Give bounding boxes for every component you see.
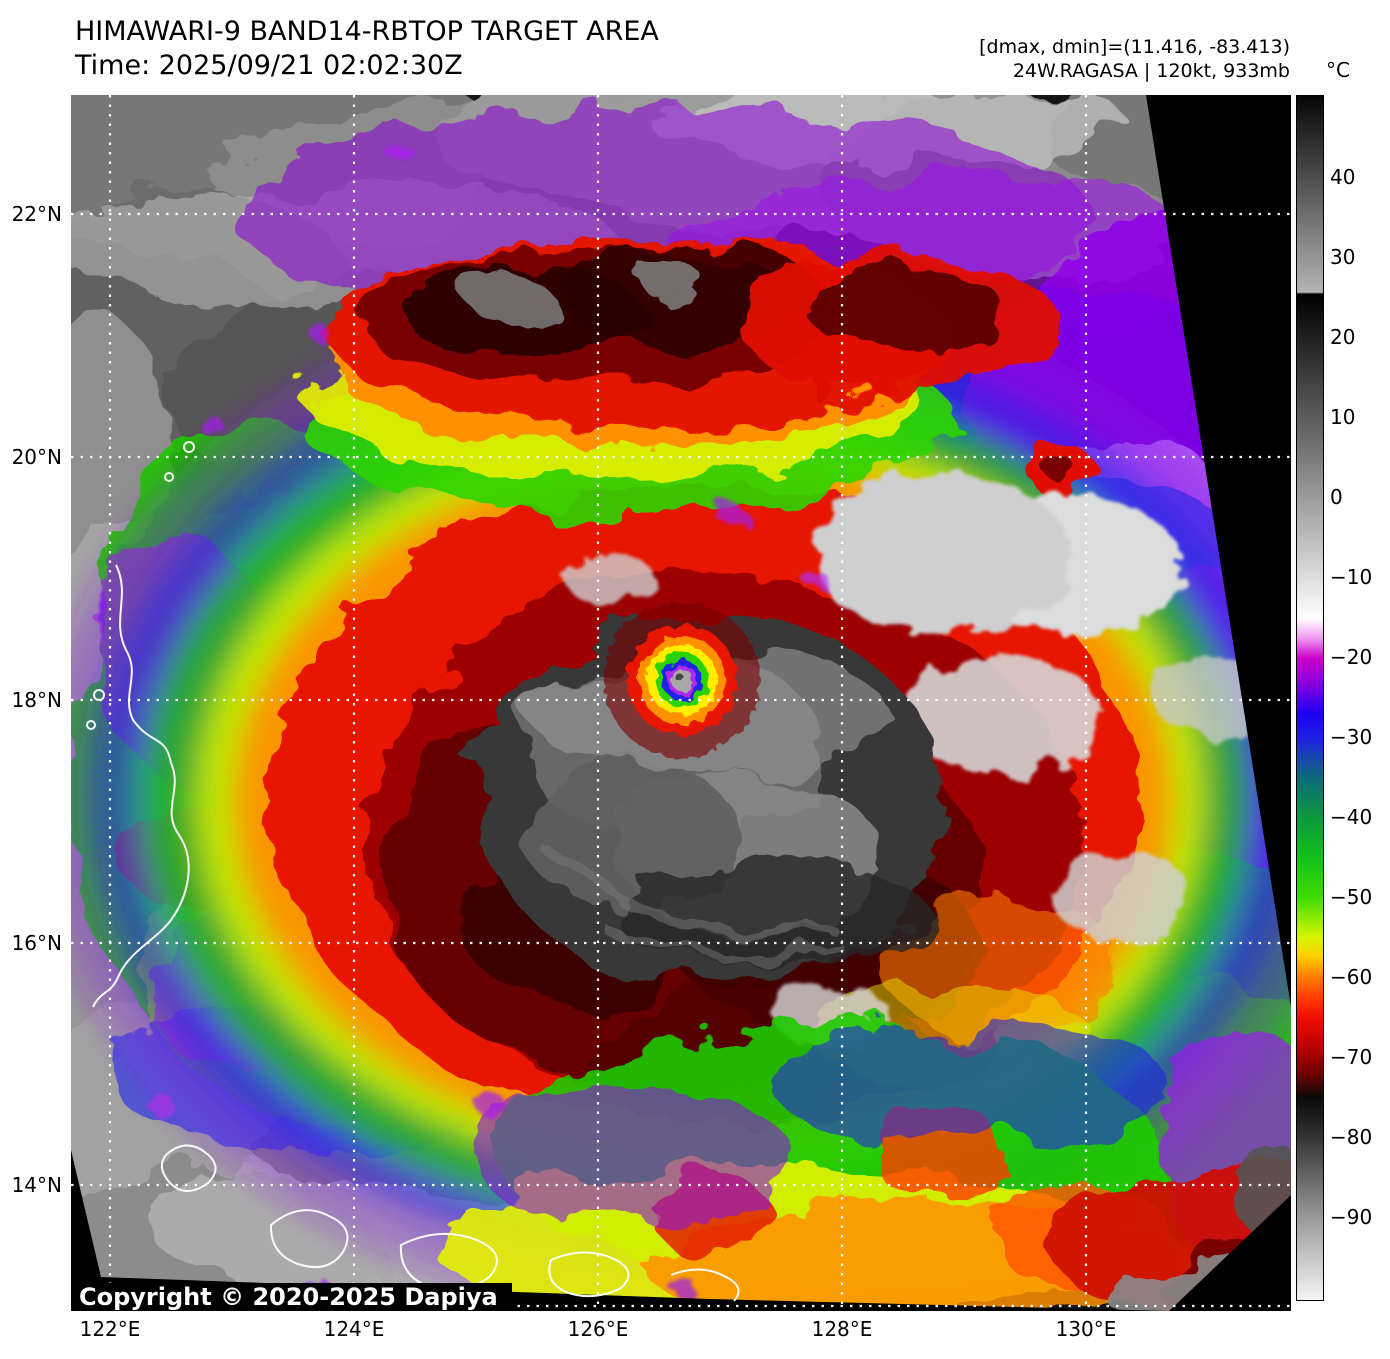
coastlines — [86, 441, 740, 1307]
timestamp-line: Time: 2025/09/21 02:02:30Z — [75, 50, 463, 81]
colorbar-tick: 30 — [1330, 245, 1356, 269]
lat-label: 18°N — [11, 688, 62, 712]
colorbar-tick: 0 — [1330, 485, 1343, 509]
storm-info-line: 24W.RAGASA | 120kt, 933mb — [1012, 60, 1290, 82]
colorbar-tick: −70 — [1330, 1045, 1373, 1069]
page-title: HIMAWARI-9 BAND14-RBTOP TARGET AREA — [75, 16, 659, 47]
colorbar-tick: 20 — [1330, 325, 1356, 349]
lat-label: 16°N — [11, 931, 62, 955]
typhoon-eye — [604, 602, 760, 758]
lat-label: 20°N — [11, 445, 62, 469]
gridlines — [71, 95, 1291, 1311]
dmax-dmin-readout: [dmax, dmin]=(11.416, -83.413) — [979, 36, 1290, 58]
colorbar-tick: −40 — [1330, 805, 1373, 829]
lat-label: 14°N — [11, 1173, 62, 1197]
satellite-image — [71, 95, 1291, 1311]
lon-label: 128°E — [811, 1317, 873, 1341]
lon-label: 124°E — [323, 1317, 385, 1341]
lon-label: 122°E — [79, 1317, 141, 1341]
lon-label: 126°E — [567, 1317, 629, 1341]
colorbar-tick: 40 — [1330, 165, 1356, 189]
temperature-colorbar — [1296, 95, 1324, 1301]
colorbar-tick: −10 — [1330, 565, 1373, 589]
data-swath — [71, 95, 1291, 1311]
copyright-notice: Copyright © 2020-2025 Dapiya — [71, 1283, 512, 1311]
colorbar-tick: −20 — [1330, 645, 1373, 669]
colorbar-tick: −60 — [1330, 965, 1373, 989]
lon-label: 130°E — [1055, 1317, 1117, 1341]
colorbar-tick: −50 — [1330, 885, 1373, 909]
north-convective-band — [301, 240, 1095, 515]
satellite-map-frame — [71, 95, 1291, 1311]
colorbar-tick: 10 — [1330, 405, 1356, 429]
colorbar-unit-label: °C — [1326, 58, 1350, 82]
colorbar-tick: −30 — [1330, 725, 1373, 749]
lat-label: 22°N — [11, 202, 62, 226]
colorbar-tick: −90 — [1330, 1205, 1373, 1229]
colorbar-tick: −80 — [1330, 1125, 1373, 1149]
